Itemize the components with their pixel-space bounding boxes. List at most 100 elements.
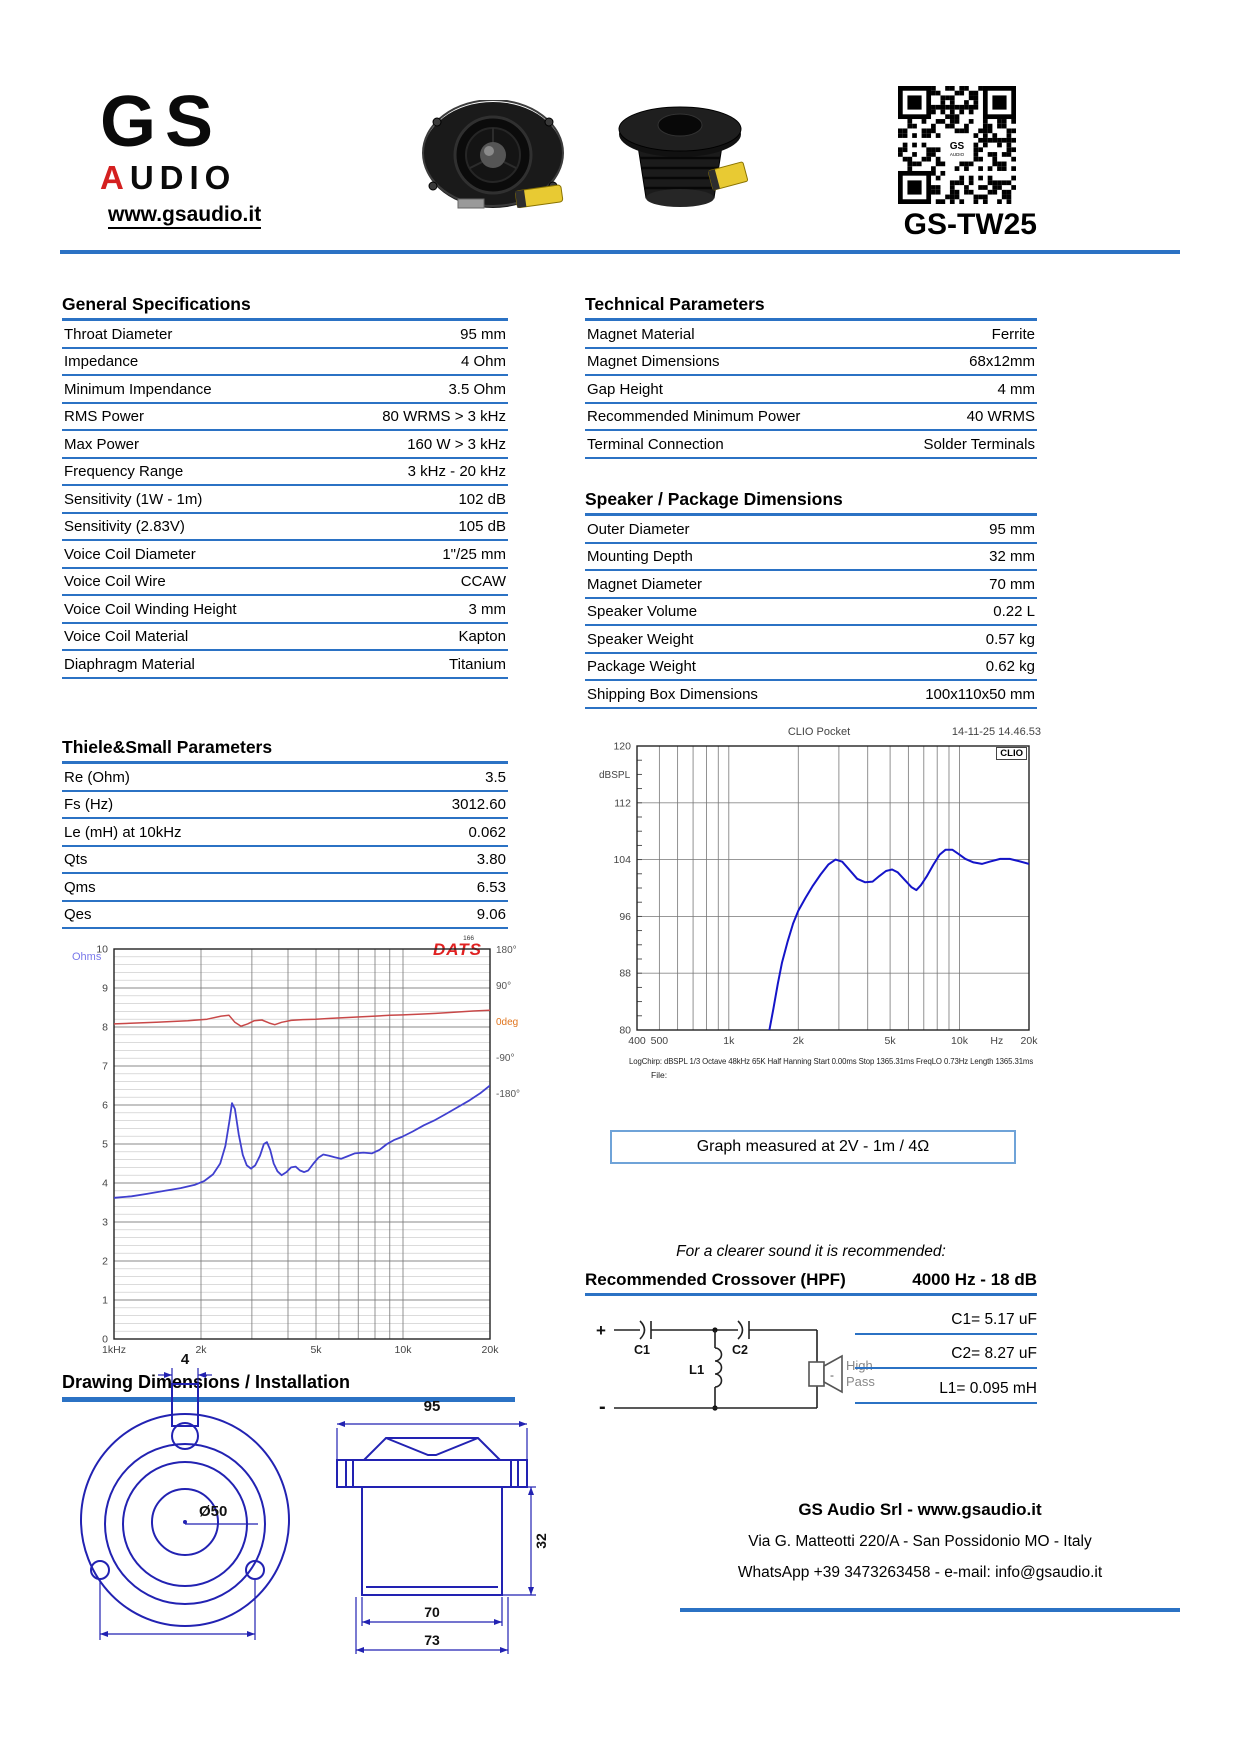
technical-parameters-section: Technical Parameters Magnet Material Ferr… [585, 294, 1037, 459]
section-rule [62, 318, 508, 321]
dats-impedance-chart: Ohms 166 DATS 0 1 2 3 4 5 6 7 8 9 10 1kHz 2k 5k 10k 20k… [62, 935, 532, 1367]
svg-text:96: 96 [619, 911, 631, 923]
table-row: Package Weight 0.62 kg [585, 654, 1037, 681]
gs-audio-logo: GS AUDIO [100, 82, 236, 197]
svg-text:104: 104 [613, 854, 631, 866]
plus-terminal: + [596, 1321, 606, 1340]
table-row: Le (mH) at 10kHz 0.062 [62, 819, 508, 847]
footer-divider [680, 1608, 1180, 1612]
section-rule [585, 513, 1037, 516]
product-photo-side [618, 106, 749, 207]
thiele-small-section: Thiele&Small Parameters Re (Ohm) 3.5 Fs (… [62, 737, 508, 929]
section-rule [62, 1397, 515, 1402]
dim-overall: 73 [424, 1632, 440, 1648]
table-row: Gap Height 4 mm [585, 376, 1037, 404]
section-rule [585, 1293, 1037, 1296]
footer-address: Via G. Matteotti 220/A - San Possidonio … [748, 1533, 1092, 1550]
svg-text:90°: 90° [496, 981, 511, 992]
component-row: C1= 5.17 uF [855, 1300, 1037, 1335]
front-view-drawing: 4 Ø50 [80, 1351, 290, 1640]
package-dimensions-section: Speaker / Package Dimensions Outer Diame… [585, 489, 1037, 709]
side-view-drawing: 95 32 70 73 [336, 1398, 549, 1654]
section-title: General Specifications [62, 294, 251, 314]
header-divider [60, 250, 1180, 254]
measurement-caption: LogChirp: dBSPL 1/3 Octave 48kHz 65K Hal… [629, 1057, 1034, 1066]
svg-text:20k: 20k [1021, 1035, 1039, 1047]
svg-text:4: 4 [102, 1178, 108, 1190]
chart-title: CLIO Pocket [787, 726, 851, 738]
website-link[interactable]: www.gsaudio.it [108, 203, 262, 229]
svg-text:10k: 10k [951, 1035, 969, 1047]
logo-gs-text: GS [100, 82, 223, 162]
table-row: Minimum Impendance 3.5 Ohm [62, 376, 508, 404]
svg-text:10: 10 [96, 944, 108, 956]
section-title: Thiele&Small Parameters [62, 737, 273, 757]
crossover-circuit-diagram: + - C1 C2 L1 - High Pass [596, 1320, 875, 1418]
dats-corner-note: 166 [463, 935, 474, 942]
dim-flange: 95 [424, 1398, 441, 1415]
dim-magnet: 70 [424, 1604, 440, 1620]
inductor-l1-icon [714, 1347, 723, 1388]
footer-company: GS Audio Srl - www.gsaudio.it [798, 1500, 1042, 1519]
table-row: Fs (Hz) 3012.60 [62, 792, 508, 819]
table-row: Terminal Connection Solder Terminals [585, 431, 1037, 459]
crossover-spec: 4000 Hz - 18 dB [912, 1270, 1037, 1289]
table-row: Shipping Box Dimensions 100x110x50 mm [585, 681, 1037, 709]
general-specifications-section: General Specifications Throat Diameter 95… [62, 294, 508, 679]
clio-watermark: CLIO [996, 747, 1027, 760]
crossover-values: C1= 5.17 uF C2= 8.27 uF L1= 0.095 mH [855, 1300, 1037, 1404]
highpass-label-1: High [846, 1358, 873, 1373]
table-row: Voice Coil Diameter 1"/25 mm [62, 541, 508, 569]
svg-text:5k: 5k [885, 1035, 897, 1047]
table-row: Qts 3.80 [62, 847, 508, 874]
svg-text:7: 7 [102, 1061, 108, 1073]
l1-label: L1 [689, 1362, 704, 1377]
svg-text:8: 8 [102, 1022, 108, 1034]
y-axis-label: Ohms [72, 951, 102, 963]
table-row: Sensitivity (1W - 1m) 102 dB [62, 486, 508, 514]
svg-text:9: 9 [102, 983, 108, 995]
table-row: Mounting Depth 32 mm [585, 544, 1037, 571]
svg-text:88: 88 [619, 968, 631, 980]
svg-text:1k: 1k [723, 1035, 735, 1047]
svg-text:180°: 180° [496, 945, 517, 956]
capacitor-c1-icon [639, 1320, 646, 1340]
crossover-title: Recommended Crossover (HPF) [585, 1270, 846, 1289]
terminal-block [707, 161, 749, 191]
svg-text:5k: 5k [310, 1344, 322, 1356]
section-title: Speaker / Package Dimensions [585, 489, 843, 509]
svg-text:Hz: Hz [990, 1035, 1003, 1047]
table-row: Recommended Minimum Power 40 WRMS [585, 404, 1037, 431]
model-name: GS-TW25 [903, 208, 1037, 241]
drawing-section-header: Drawing Dimensions / Installation [62, 1372, 515, 1402]
footer: GS Audio Srl - www.gsaudio.it Via G. Mat… [660, 1500, 1180, 1582]
svg-text:1kHz: 1kHz [102, 1344, 126, 1356]
svg-text:AUDIO: AUDIO [950, 152, 965, 157]
svg-text:GS: GS [950, 141, 965, 152]
section-rule [62, 761, 508, 764]
spl-plot: 80 88 96 104 112 120 400 500 1k 2k 5k 10k Hz 20k [613, 741, 1039, 1048]
clio-frequency-response-chart: CLIO Pocket 14-11-25 14.46.53 80 88 96 104 1… [593, 726, 1045, 1084]
svg-text:400: 400 [628, 1035, 646, 1047]
table-row: Diaphragm Material Titanium [62, 651, 508, 679]
component-row: C2= 8.27 uF [855, 1335, 1037, 1369]
minus-terminal: - [599, 1396, 606, 1418]
dim-center-hole: Ø50 [199, 1503, 227, 1520]
impedance-plot: 0 1 2 3 4 5 6 7 8 9 10 1kHz 2k 5k 10k 20k 180° 90° 0deg -90… [96, 944, 520, 1357]
product-photo-front [422, 100, 564, 209]
chart-timestamp: 14-11-25 14.46.53 [951, 726, 1041, 738]
table-row: Voice Coil Material Kapton [62, 624, 508, 651]
svg-text:112: 112 [614, 797, 631, 809]
table-row: Magnet Material Ferrite [585, 321, 1037, 349]
svg-text:500: 500 [651, 1035, 669, 1047]
table-row: Qes 9.06 [62, 902, 508, 929]
c1-label: C1 [634, 1343, 650, 1357]
svg-text:0: 0 [102, 1334, 108, 1346]
svg-text:5: 5 [102, 1139, 108, 1151]
section-rule [585, 318, 1037, 321]
svg-text:-180°: -180° [496, 1089, 520, 1100]
highpass-label-2: Pass [846, 1374, 875, 1389]
svg-text:1: 1 [102, 1295, 108, 1307]
table-row: Magnet Dimensions 68x12mm [585, 349, 1037, 376]
